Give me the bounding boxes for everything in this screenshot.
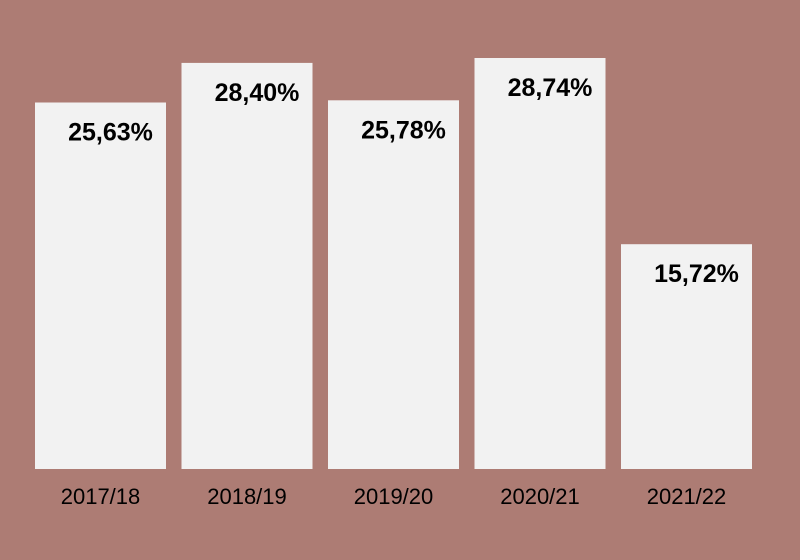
- bar-2017-18: [35, 102, 166, 469]
- x-tick-label-2021-22: 2021/22: [647, 484, 727, 509]
- bar-2018-19: [181, 62, 313, 470]
- x-tick-label-2017-18: 2017/18: [61, 484, 141, 509]
- data-label-2018-19: 28,40%: [215, 79, 300, 107]
- data-labels-group: 25,63% 28,40% 25,78% 28,74% 15,72%: [68, 74, 739, 288]
- data-label-2019-20: 25,78%: [361, 116, 446, 144]
- data-label-2020-21: 28,74%: [508, 74, 593, 102]
- x-tick-label-2020-21: 2020/21: [500, 484, 580, 509]
- bars-group: [35, 58, 752, 470]
- bar-2019-20: [328, 100, 459, 470]
- x-tick-label-2019-20: 2019/20: [354, 484, 434, 509]
- x-axis-ticks: 2017/18 2018/19 2019/20 2020/21 2021/22: [61, 484, 727, 509]
- data-label-2017-18: 25,63%: [68, 119, 153, 147]
- data-label-2021-22: 15,72%: [654, 260, 739, 288]
- x-tick-label-2018-19: 2018/19: [207, 484, 287, 509]
- bar-2021-22: [621, 244, 752, 469]
- bar-2020-21: [474, 58, 606, 469]
